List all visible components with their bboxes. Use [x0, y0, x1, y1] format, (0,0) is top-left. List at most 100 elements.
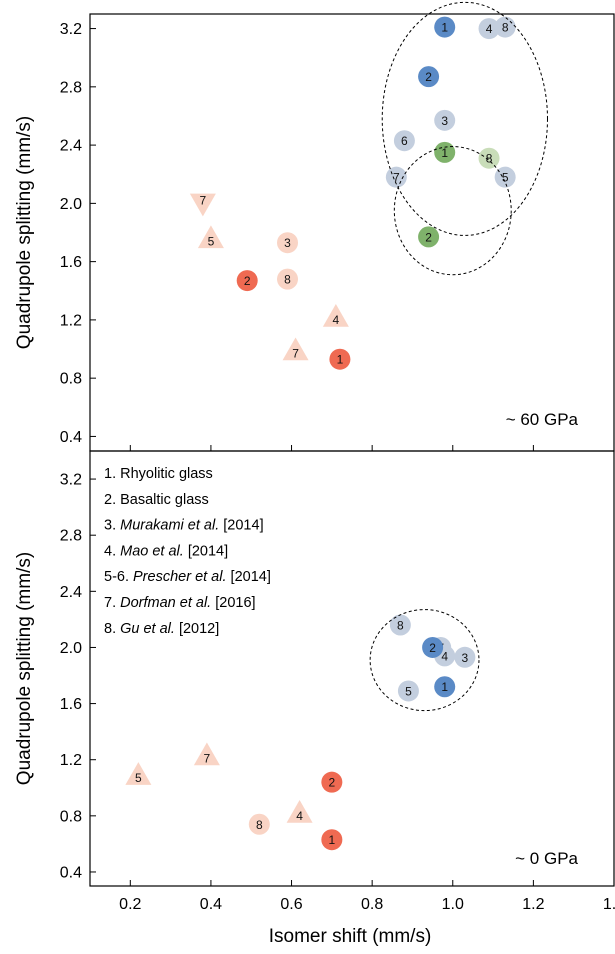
legend-number: 7. — [104, 595, 120, 611]
data-point: 3 — [434, 109, 456, 131]
y-tick-label: 2.4 — [60, 584, 82, 601]
point-marker — [277, 232, 299, 254]
point-marker — [286, 800, 313, 823]
point-label: 7 — [393, 171, 400, 185]
point-label: 7 — [200, 193, 207, 207]
data-point: 3 — [454, 646, 476, 668]
legend-number: 3. — [104, 518, 120, 534]
x-tick-label: 0.2 — [119, 896, 141, 913]
plot-frame — [89, 13, 615, 452]
x-axis-title: Isomer shift (mm/s) — [269, 926, 432, 947]
panel-bottom-0gpa: 0.40.81.21.62.02.42.83.20.2 0.4 0.6 0.8 1.0 1… — [14, 450, 615, 913]
legend-text: Rhyolitic glass — [120, 466, 213, 482]
data-point: 1 — [321, 829, 343, 851]
point-marker — [434, 109, 456, 131]
y-tick-label: 0.8 — [60, 808, 82, 825]
point-label: 2 — [329, 776, 336, 790]
point-marker — [434, 676, 456, 698]
point-label: 8 — [397, 619, 404, 633]
point-label: 8 — [284, 273, 291, 287]
legend-text: [2016] — [211, 595, 255, 611]
plot-frame — [89, 450, 615, 887]
panel-top-60gpa: 0.4 0.8 1.2 1.6 2.0 2.4 2.8 3.2 Quadrupole split… — [14, 1, 615, 452]
data-point: 7 — [193, 742, 220, 766]
point-label: 5 — [502, 171, 509, 185]
point-label: 3 — [284, 236, 291, 250]
y-tick-label: 2.8 — [60, 79, 82, 96]
legend-entry: 2. Basaltic glass — [104, 492, 209, 508]
point-marker — [478, 147, 500, 169]
y-axis-title: Quadrupole splitting (mm/s) — [14, 116, 35, 349]
point-label: 1 — [337, 353, 344, 367]
point-marker — [422, 636, 444, 658]
legend-number: 2. — [104, 492, 120, 508]
legend-text: [2014] — [219, 518, 263, 534]
y-tick-label: 0.8 — [60, 371, 82, 388]
point-marker — [418, 226, 440, 248]
point-marker — [434, 141, 456, 163]
y-tick-label: 2.4 — [60, 138, 82, 155]
point-label: 4 — [333, 313, 340, 327]
y-tick-label: 1.2 — [60, 752, 82, 769]
legend-author: Gu et al. — [120, 621, 175, 637]
data-point: 1 — [329, 348, 351, 370]
data-point: 6 — [393, 130, 415, 152]
legend-number: 5-6. — [104, 569, 133, 585]
x-tick-label: 1.4 — [603, 896, 615, 913]
pressure-label: ~ 0 GPa — [515, 849, 578, 868]
y-tick-label: 0.4 — [60, 864, 82, 881]
pressure-label: ~ 60 GPa — [506, 410, 579, 429]
point-marker — [478, 18, 500, 40]
data-point: 2 — [418, 226, 440, 248]
data-point: 8 — [277, 268, 299, 290]
y-tick-label: 1.6 — [60, 696, 82, 713]
cluster-ellipse — [393, 146, 512, 276]
y-tick-label: 1.6 — [60, 254, 82, 271]
data-point: 8 — [389, 614, 411, 636]
point-marker — [397, 680, 419, 702]
y-tick-label: 3.2 — [60, 472, 82, 489]
point-label: 1 — [441, 680, 448, 694]
point-label: 5 — [405, 684, 412, 698]
x-tick-label: 1.2 — [522, 896, 544, 913]
point-label: 7 — [204, 752, 211, 766]
point-marker — [189, 193, 216, 217]
point-label: 5 — [208, 234, 215, 248]
x-tick-label: 0.6 — [280, 896, 302, 913]
point-label: 1 — [329, 833, 336, 847]
point-marker — [322, 303, 349, 327]
point-label: 7 — [292, 346, 299, 360]
point-label: 1 — [441, 146, 448, 160]
point-label: 8 — [256, 818, 263, 832]
legend-entry: 8. Gu et al. [2012] — [104, 621, 219, 637]
data-point: 4 — [322, 303, 349, 327]
point-marker — [389, 614, 411, 636]
legend-number: 1. — [104, 466, 120, 482]
point-label: 4 — [296, 809, 303, 823]
legend-number: 4. — [104, 543, 120, 559]
data-point: 2 — [422, 636, 444, 658]
point-label: 8 — [502, 21, 509, 35]
legend-author: Mao et al. — [120, 543, 184, 559]
data-point: 8 — [248, 813, 270, 835]
point-marker — [321, 771, 343, 793]
legend-text: [2012] — [175, 621, 219, 637]
point-marker — [125, 762, 152, 785]
data-point: 2 — [236, 270, 258, 292]
data-point: 5 — [125, 762, 152, 785]
point-marker — [329, 348, 351, 370]
data-point: 4 — [478, 18, 500, 40]
point-label: 4 — [486, 22, 493, 36]
legend-entry: 3. Murakami et al. [2014] — [104, 518, 264, 534]
legend-author: Murakami et al. — [120, 518, 219, 534]
data-point: 5 — [397, 680, 419, 702]
y-tick-label: 3.2 — [60, 21, 82, 38]
cluster-ellipse — [369, 609, 480, 712]
legend: 1. Rhyolitic glass 2. Basaltic glass 3. Mu… — [104, 466, 271, 637]
y-tick-label: 1.2 — [60, 312, 82, 329]
point-label: 2 — [425, 70, 432, 84]
data-point: 8 — [494, 16, 516, 38]
point-marker — [418, 66, 440, 88]
data-point: 8 — [478, 147, 500, 169]
